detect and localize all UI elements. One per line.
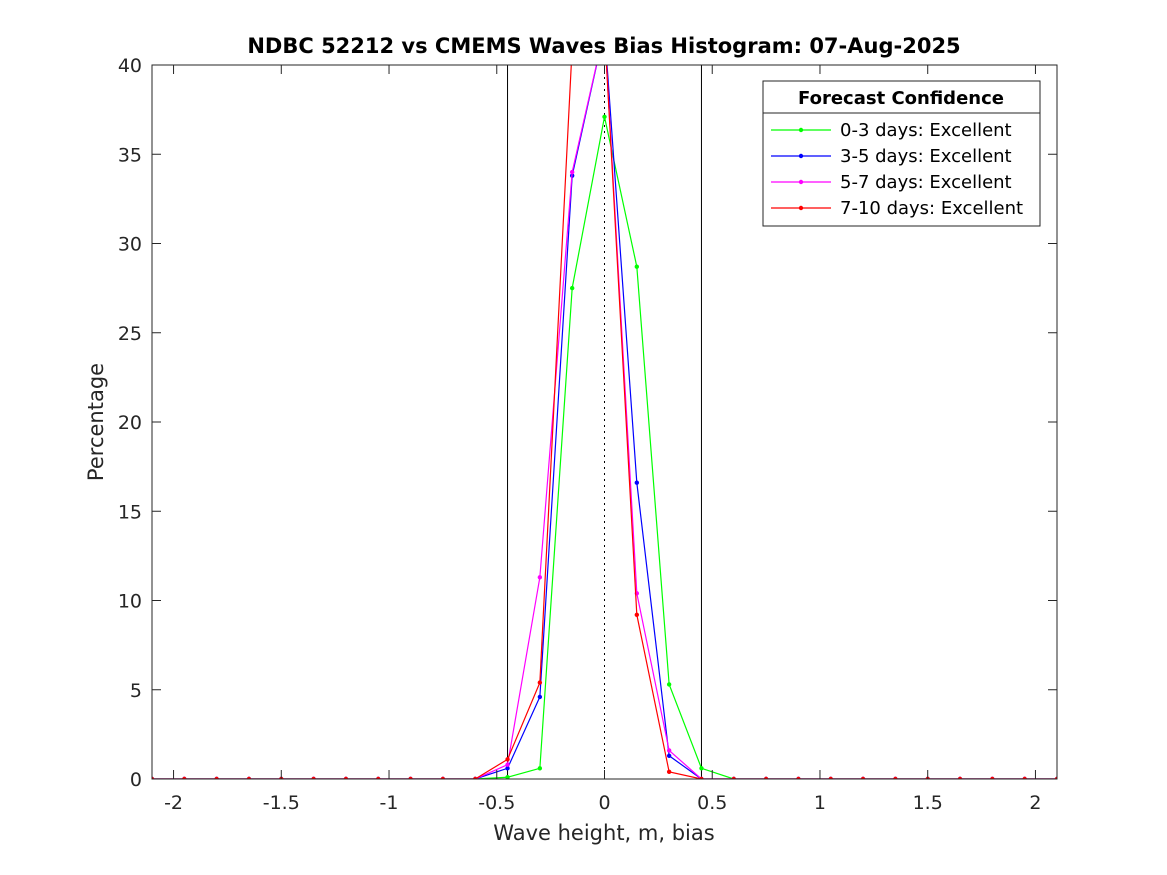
series-point (796, 776, 801, 779)
series-point (537, 575, 543, 580)
series-point (311, 776, 316, 779)
legend-swatch-marker (798, 179, 804, 185)
legend-swatch-marker (798, 205, 804, 211)
legend-swatch-marker (798, 127, 804, 133)
series-point (473, 776, 478, 779)
series-point (763, 776, 769, 779)
series-point (569, 285, 575, 291)
series-point (666, 769, 672, 775)
legend-entry-label: 3-5 days: Excellent (840, 146, 1012, 167)
series-point (505, 762, 510, 767)
reference-lines (507, 65, 702, 779)
chart-title: NDBC 52212 vs CMEMS Waves Bias Histogram… (247, 34, 960, 58)
series-point (1022, 776, 1027, 779)
y-tick-label: 10 (118, 591, 142, 613)
series-point (569, 169, 575, 175)
series-point (602, 114, 607, 119)
y-axis-ticks: 0 5 10 15 20 25 30 35 40 (118, 55, 1057, 791)
legend-entry-label: 0-3 days: Excellent (840, 120, 1012, 141)
series-point (666, 753, 672, 758)
x-axis-ticks: -2 -1.5 -1 -0.5 0 0.5 1 1.5 2 (164, 65, 1041, 814)
x-tick-label: 0.5 (697, 792, 727, 814)
series-point (1054, 776, 1057, 779)
x-axis-label: Wave height, m, bias (493, 821, 714, 845)
series-point (505, 766, 510, 771)
series-point (731, 776, 736, 779)
series-point (699, 766, 704, 771)
y-tick-label: 30 (118, 234, 142, 256)
series-point (505, 757, 510, 762)
series-point (699, 776, 704, 779)
y-tick-label: 15 (118, 501, 142, 523)
series-point (860, 776, 866, 779)
series-point (634, 612, 640, 617)
y-tick-label: 40 (118, 55, 142, 77)
series-point (634, 480, 640, 485)
x-tick-label: -2 (164, 792, 183, 814)
series-point (957, 776, 963, 779)
series-point (537, 694, 543, 700)
y-tick-label: 25 (118, 323, 142, 345)
x-tick-label: 1.5 (913, 792, 943, 814)
series-point (634, 264, 640, 269)
legend-swatch-marker (798, 153, 804, 159)
legend-title: Forecast Confidence (798, 88, 1004, 109)
series-point (537, 680, 543, 685)
series-point (828, 776, 833, 779)
series-point (602, 27, 606, 31)
x-tick-label: 1 (814, 792, 826, 814)
series-point (505, 775, 510, 779)
series-point (152, 776, 155, 779)
x-tick-label: -0.5 (478, 792, 515, 814)
legend: Forecast Confidence 0-3 days: Excellent 3… (762, 80, 1041, 227)
legend-entry-label: 7-10 days: Excellent (840, 198, 1023, 219)
x-tick-label: -1 (380, 792, 399, 814)
series-point (537, 766, 543, 771)
y-tick-label: 0 (130, 769, 142, 791)
x-tick-label: -1.5 (263, 792, 300, 814)
y-axis-label: Percentage (84, 363, 108, 481)
series-point (408, 776, 413, 779)
series-point (666, 682, 672, 687)
y-tick-label: 20 (118, 412, 142, 434)
x-tick-label: 2 (1029, 792, 1041, 814)
series-point (990, 776, 995, 779)
x-tick-label: 0 (598, 792, 610, 814)
y-tick-label: 35 (118, 144, 142, 166)
series-point (440, 776, 446, 779)
series-point (343, 776, 349, 779)
legend-entry-label: 5-7 days: Excellent (840, 172, 1012, 193)
series-point (214, 776, 219, 779)
legend-items: 0-3 days: Excellent 3-5 days: Excellent 5-… (771, 120, 1023, 219)
series-layer (152, 27, 1057, 779)
series-point (602, 27, 606, 31)
series-point (893, 776, 898, 779)
series-point (182, 776, 187, 779)
series-point (666, 748, 672, 753)
series-4 (152, 27, 1057, 779)
y-tick-label: 5 (130, 680, 142, 702)
series-point (602, 27, 606, 31)
legend-box (762, 80, 1041, 227)
series-point (246, 776, 252, 779)
series-point (376, 776, 381, 779)
